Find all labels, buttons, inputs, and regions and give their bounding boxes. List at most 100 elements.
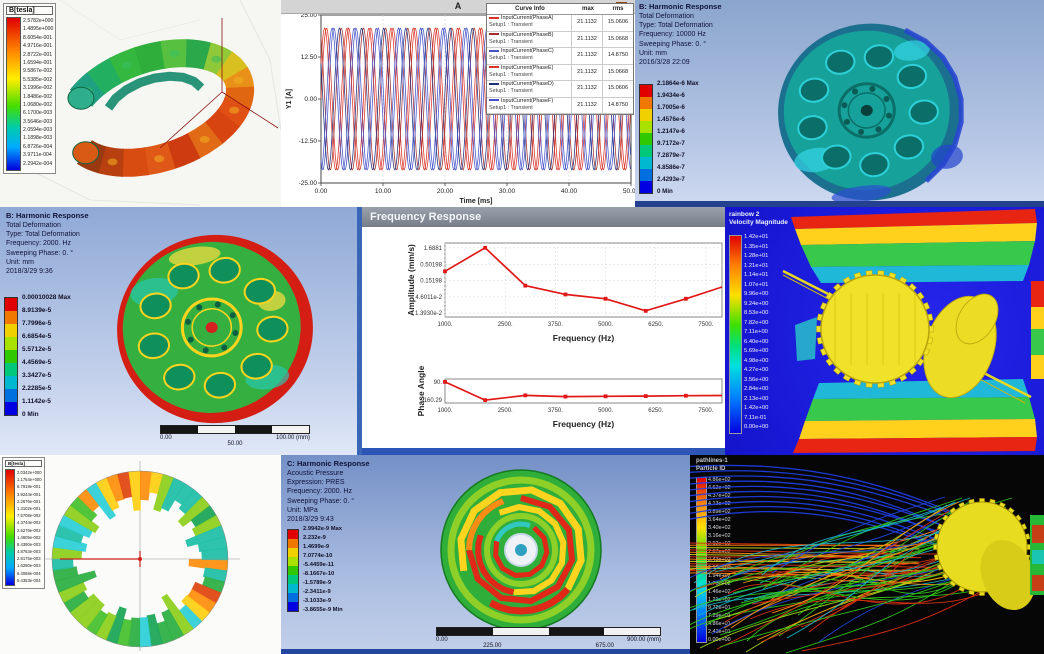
scale-ruler: 0.00 100.00 (mm) 50.00 xyxy=(160,425,310,447)
legend-value: 4.8763e-003 xyxy=(17,549,41,555)
panel-frequency-response: Frequency Response 1000. 2500. 3750. 5000. 6… xyxy=(357,207,725,455)
legend-value: 1.4605e-002 xyxy=(17,534,41,540)
deformation-legend: 2.1864e-6 Max 1.9434e-6 1.7005e-6 1.4576e-6… xyxy=(639,78,699,198)
window-edge xyxy=(362,448,725,455)
panel-maxwell-rotor: B[tesla] 2.0342e+000 1.1754e+000 6.7919e-0… xyxy=(0,455,281,654)
svg-text:1000.: 1000. xyxy=(437,408,452,414)
legend-value: 2.0342e+000 xyxy=(17,470,42,475)
annotation-line: Unit: mm xyxy=(6,258,34,266)
legend-value: -1.5789e-9 xyxy=(303,580,332,586)
panel-cfd-velocity: rainbow 2 Velocity Magnitude 1.42e+01 1.35… xyxy=(725,207,1044,455)
svg-text:5000.: 5000. xyxy=(598,408,613,414)
svg-text:6250.: 6250. xyxy=(648,408,663,414)
curve-info-table: Curve Info max rms InputCurrent(PhaseA) Setu… xyxy=(486,3,634,115)
panel-acoustic-pressure: C: Harmonic Response Acoustic Pressure Exp… xyxy=(281,455,690,654)
colorbar xyxy=(6,17,21,171)
svg-text:0.00: 0.00 xyxy=(315,188,328,195)
svg-text:2500.: 2500. xyxy=(498,322,513,328)
ruler-end: 100.00 (mm) xyxy=(275,435,310,441)
svg-text:-160.29: -160.29 xyxy=(422,398,443,404)
annotation-line: Frequency: 2000. Hz xyxy=(287,488,352,496)
legend-value: 2.92e+02 xyxy=(708,541,731,547)
annotation-line: Unit: mm xyxy=(639,49,667,57)
legend-value: 2.5276e-002 xyxy=(17,527,41,533)
annotation-line: Frequency: 10000 Hz xyxy=(639,31,706,39)
legend-value: 2.8175e-003 xyxy=(17,556,41,562)
legend-value: 9.4068e-004 xyxy=(17,570,41,576)
annotation-line: 2016/3/28 22:09 xyxy=(639,59,690,67)
plot-title: A xyxy=(454,1,462,11)
rotor-flux-graphic xyxy=(40,461,240,651)
legend-value: 0.00e+00 xyxy=(708,637,731,643)
window-title: Frequency Response xyxy=(370,211,482,223)
svg-text:1.3930e-2: 1.3930e-2 xyxy=(415,311,443,317)
svg-text:10.00: 10.00 xyxy=(375,188,392,195)
colorbar xyxy=(639,84,653,194)
svg-text:7500.: 7500. xyxy=(698,408,713,414)
legend-value: 2.8722e-001 xyxy=(23,51,53,58)
cfd-contour-graphic xyxy=(782,209,1044,453)
legend-value: 3.64e+02 xyxy=(708,517,731,523)
annotation-line: Expression: PRES xyxy=(287,479,345,487)
legend-value: 4.8586e-7 xyxy=(657,164,685,171)
legend-value: 1.1754e+000 xyxy=(17,477,42,483)
legend-value: 9.96e+00 xyxy=(744,291,769,297)
legend-value: 1.21e+01 xyxy=(744,262,769,269)
pressure-legend: 2.9942e-9 Max 2.232e-9 1.4699e-9 7.0774e-10… xyxy=(287,525,343,615)
ruler-mid2: 675.00 xyxy=(595,643,614,649)
colorbar xyxy=(5,469,15,586)
legend-value: 3.5646e-003 xyxy=(23,118,53,125)
result-annotation: B: Harmonic Response Total Deformation Typ… xyxy=(639,2,722,67)
legend-value: 4.4569e-5 xyxy=(22,359,52,366)
annotation-line: Sweeping Phase: 0. ° xyxy=(6,249,74,257)
annotation-line: B: Harmonic Response xyxy=(6,211,89,220)
legend-value: 2.2676e-001 xyxy=(17,498,41,504)
legend-value: 1.07e+01 xyxy=(744,281,769,288)
frequency-response-titlebar[interactable]: Frequency Response xyxy=(362,207,725,227)
legend-value: 9.5867e-002 xyxy=(23,68,53,75)
window-edge xyxy=(635,201,1044,207)
legend-value: 1.46e+02 xyxy=(708,589,731,595)
panel-harmonic-10000hz: B: Harmonic Response Total Deformation Typ… xyxy=(635,0,1044,207)
legend-value: 9.7172e-7 xyxy=(657,140,685,147)
ruler-mid1: 225.00 xyxy=(483,643,502,649)
legend-value: 1.35e+01 xyxy=(744,243,769,250)
legend-value: 3.9244e-001 xyxy=(17,491,41,497)
legend-value: 3.1996e-002 xyxy=(23,85,53,92)
legend-value: 7.7996e-5 xyxy=(22,320,52,327)
legend-value: 9.24e+00 xyxy=(744,300,769,307)
flux-rotor-legend: B[tesla] 2.0342e+000 1.1754e+000 6.7919e-0… xyxy=(2,457,45,589)
legend-value: 1.4699e-9 xyxy=(303,544,330,550)
legend-value: 7.5708e-002 xyxy=(17,513,41,519)
legend-value: 7.11e-01 xyxy=(744,414,767,421)
legend-value: 1.14e+01 xyxy=(744,272,769,278)
svg-text:0.50198: 0.50198 xyxy=(420,262,442,268)
legend-value: 7.0774e-10 xyxy=(303,553,333,559)
legend-value: -5.4459e-11 xyxy=(303,562,334,568)
deformation-legend: 0.00010028 Max 8.9139e-5 7.7996e-5 6.6854e-… xyxy=(4,291,71,421)
legend-value: 4.9716e-001 xyxy=(23,43,53,50)
legend-title-line: pathlines-1 xyxy=(696,458,728,464)
legend-value: 4.27e+00 xyxy=(744,367,769,373)
svg-text:1000.: 1000. xyxy=(437,322,452,328)
legend-value: 2.0594e-003 xyxy=(23,127,53,134)
panel-transient-currents: A 96v55nm180 25.0012.500.00-12.50-25.000… xyxy=(281,0,635,207)
svg-text:12.50: 12.50 xyxy=(301,54,318,61)
legend-value: -2.3411e-9 xyxy=(303,589,331,595)
legend-value: 1.6280e-003 xyxy=(17,563,41,569)
legend-value: 1.3102e-001 xyxy=(17,505,41,511)
legend-title: B[tesla] xyxy=(6,6,54,15)
velocity-legend: rainbow 2 Velocity Magnitude xyxy=(729,211,799,227)
panel-particle-pathlines: pathlines-1 Particle ID 4.86e+02 4.62e+02 4… xyxy=(690,455,1044,654)
svg-text:0.15198: 0.15198 xyxy=(420,279,442,285)
colorbar xyxy=(4,297,18,416)
legend-value: 3.40e+02 xyxy=(708,525,731,531)
frequency-response-charts: 1000. 2500. 3750. 5000. 6250. 7500. 1.6881 0.50… xyxy=(406,242,723,429)
legend-value: 8.9139e-5 xyxy=(22,307,52,314)
svg-text:3750.: 3750. xyxy=(548,322,563,328)
legend-value: 2.13e+00 xyxy=(744,395,769,402)
result-annotation: C: Harmonic Response Acoustic Pressure Exp… xyxy=(287,459,370,524)
annotation-line: Total Deformation xyxy=(6,221,61,229)
legend-value: 2.9942e-9 Max xyxy=(303,526,342,532)
legend-value: -3.8655e-9 Min xyxy=(303,607,343,613)
